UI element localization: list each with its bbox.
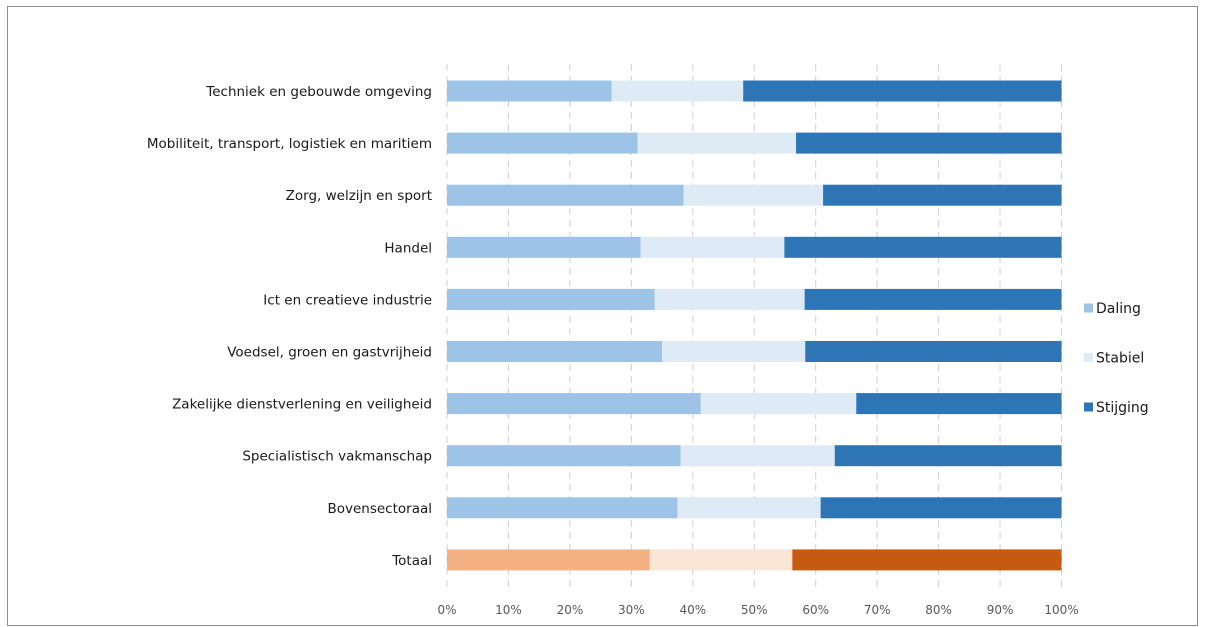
legend-swatch-daling xyxy=(1084,303,1093,313)
category-label: Zorg, welzijn en sport xyxy=(286,188,432,204)
legend-swatch-stijging xyxy=(1084,402,1093,412)
bar-daling-totaal xyxy=(447,549,650,571)
bar-daling-specialistisch-vakmanschap xyxy=(447,445,681,467)
bar-stabiel-zakelijke-dienstverlening-en-veiligheid xyxy=(700,393,857,415)
x-tick-label: 20% xyxy=(557,603,584,617)
category-label: Mobiliteit, transport, logistiek en mari… xyxy=(147,136,432,152)
x-axis-tick-labels: 0% 10% 20% 30% 40% 50% 60% 70% 80% 90% 100% xyxy=(437,603,1078,617)
stacked-bar-chart: Techniek en gebouwde omgeving Mobiliteit,… xyxy=(147,64,1149,617)
category-label: Totaal xyxy=(391,553,432,569)
bar-daling-ict-en-creatieve-industrie xyxy=(447,288,655,310)
bar-daling-voedsel-groen-en-gastvrijheid xyxy=(447,341,663,362)
category-label: Handel xyxy=(384,240,432,256)
x-tick-label: 90% xyxy=(987,603,1014,617)
chart-frame: Techniek en gebouwde omgeving Mobiliteit,… xyxy=(7,6,1198,626)
legend: Daling Stabiel Stijging xyxy=(1084,301,1149,416)
category-label: Techniek en gebouwde omgeving xyxy=(205,84,432,100)
bar-stijging-voedsel-groen-en-gastvrijheid xyxy=(805,341,1062,362)
bar-stabiel-bovensectoraal xyxy=(677,497,821,519)
bar-stijging-mobiliteit-transport-logistiek-en-maritiem xyxy=(796,132,1062,154)
bar-stijging-techniek-en-gebouwde-omgeving xyxy=(743,80,1062,102)
x-tick-label: 50% xyxy=(741,603,768,617)
bar-daling-zakelijke-dienstverlening-en-veiligheid xyxy=(447,393,701,415)
bar-stijging-zorg-welzijn-en-sport xyxy=(823,184,1062,206)
bar-stabiel-zorg-welzijn-en-sport xyxy=(683,184,824,206)
category-label: Bovensectoraal xyxy=(327,501,432,517)
category-label: Zakelijke dienstverlening en veiligheid xyxy=(172,397,432,413)
x-tick-label: 0% xyxy=(437,603,456,617)
bar-stabiel-specialistisch-vakmanschap xyxy=(680,445,835,467)
bars xyxy=(447,80,1062,571)
legend-label-daling: Daling xyxy=(1096,301,1141,317)
bar-daling-bovensectoraal xyxy=(447,497,678,519)
bar-stabiel-voedsel-groen-en-gastvrijheid xyxy=(662,341,806,362)
bar-stijging-zakelijke-dienstverlening-en-veiligheid xyxy=(856,393,1062,415)
bar-stabiel-handel xyxy=(640,236,785,258)
bar-daling-zorg-welzijn-en-sport xyxy=(447,184,684,206)
bar-stabiel-techniek-en-gebouwde-omgeving xyxy=(611,80,744,102)
legend-label-stijging: Stijging xyxy=(1096,400,1149,416)
bar-stijging-specialistisch-vakmanschap xyxy=(834,445,1062,467)
bar-stijging-ict-en-creatieve-industrie xyxy=(804,288,1062,310)
category-label: Ict en creatieve industrie xyxy=(263,292,432,308)
x-tick-label: 10% xyxy=(495,603,522,617)
x-tick-label: 30% xyxy=(618,603,645,617)
bar-stabiel-mobiliteit-transport-logistiek-en-maritiem xyxy=(637,132,797,154)
x-tick-label: 60% xyxy=(802,603,829,617)
bar-daling-mobiliteit-transport-logistiek-en-maritiem xyxy=(447,132,638,154)
bar-daling-techniek-en-gebouwde-omgeving xyxy=(447,80,612,102)
bar-daling-handel xyxy=(447,236,641,258)
legend-swatch-stabiel xyxy=(1084,353,1093,362)
bar-stabiel-ict-en-creatieve-industrie xyxy=(654,288,805,310)
x-tick-label: 80% xyxy=(925,603,952,617)
x-tick-label: 100% xyxy=(1044,603,1078,617)
x-tick-label: 70% xyxy=(864,603,891,617)
bar-stijging-totaal xyxy=(792,549,1062,571)
legend-label-stabiel: Stabiel xyxy=(1096,351,1144,367)
bar-stijging-handel xyxy=(784,236,1062,258)
category-labels: Techniek en gebouwde omgeving Mobiliteit,… xyxy=(147,84,432,569)
bar-stijging-bovensectoraal xyxy=(820,497,1062,519)
bar-stabiel-totaal xyxy=(649,549,793,571)
category-label: Voedsel, groen en gastvrijheid xyxy=(227,345,432,361)
x-tick-label: 40% xyxy=(679,603,706,617)
category-label: Specialistisch vakmanschap xyxy=(242,449,432,465)
